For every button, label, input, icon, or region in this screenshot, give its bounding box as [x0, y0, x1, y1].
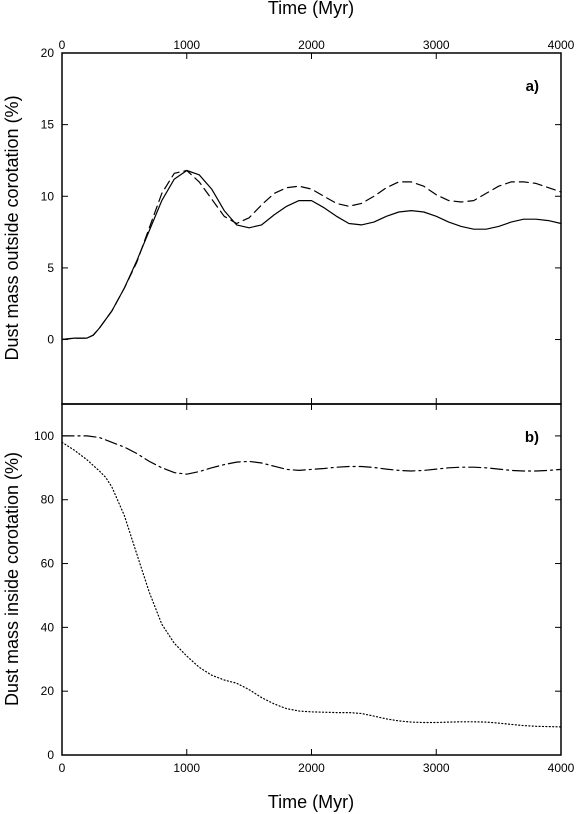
panel-a-ytick-label: 20: [41, 46, 55, 60]
panel-b: 0 1000 2000 3000 4000 0 20 40 60 80 100 b): [34, 403, 575, 775]
panel-a-y-axis-title: Dust mass outside corotation (%): [2, 95, 22, 360]
panel-b-label: b): [525, 429, 539, 446]
panel-a-series-solid-line: [61, 169, 562, 341]
panel-b-ytick-label: 20: [41, 684, 55, 698]
bottom-x-axis-title: Time (Myr): [268, 792, 354, 812]
panel-b-ytick-label: 0: [47, 748, 54, 762]
panel-b-ytick-label: 80: [41, 493, 55, 507]
panel-b-ytick-label: 40: [41, 620, 55, 634]
panel-a-ytick-label: 5: [47, 261, 54, 275]
panel-a-ytick-label: 15: [41, 118, 55, 132]
panel-a-ytick-label: 10: [41, 189, 55, 203]
panel-a-xtick-label: 4000: [548, 38, 575, 52]
panel-b-series-dash-dot-line: [61, 435, 562, 475]
panel-a-xtick-label: 2000: [298, 38, 325, 52]
panel-b-y-axis-title: Dust mass inside corotation (%): [2, 452, 22, 706]
panel-a-xtick-label: 3000: [423, 38, 450, 52]
panel-b-xtick-label: 2000: [298, 761, 325, 775]
panel-a-xtick-label: 0: [59, 38, 66, 52]
top-x-axis-title: Time (Myr): [268, 0, 354, 18]
panel-b-frame: [61, 403, 562, 756]
panel-b-xtick-label: 4000: [548, 761, 575, 775]
panel-a-series-dashed-line: [61, 169, 562, 341]
panel-b-xtick-label: 3000: [423, 761, 450, 775]
panel-a: 0 1000 2000 3000 4000 0 5 10 15 20 a): [41, 38, 575, 405]
panel-b-xtick-label: 1000: [173, 761, 200, 775]
panel-a-ytick-label: 0: [47, 333, 54, 347]
panel-b-ytick-label: 100: [34, 429, 54, 443]
panel-b-ytick-label: 60: [41, 557, 55, 571]
panel-a-xtick-label: 1000: [173, 38, 200, 52]
panel-a-frame: [61, 52, 562, 405]
panel-b-series-dotted-line: [61, 441, 562, 728]
panel-a-label: a): [526, 78, 539, 95]
panel-b-xtick-label: 0: [59, 761, 66, 775]
